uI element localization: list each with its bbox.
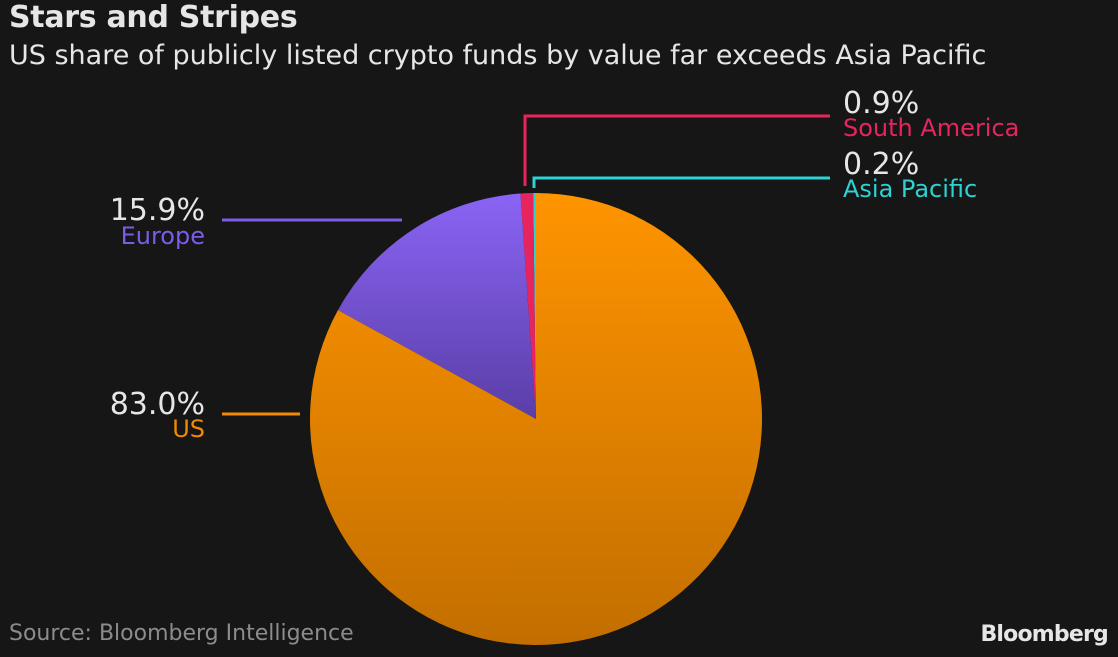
legend-label-south-america: South America	[843, 114, 1019, 142]
data-label-europe: 15.9%	[110, 193, 205, 228]
data-label-asia-pacific: 0.2%	[843, 147, 919, 182]
data-label-us: 83.0%	[110, 387, 205, 422]
legend-label-europe: Europe	[121, 222, 205, 250]
pie-slice-asia-pacific	[533, 193, 536, 419]
legend-label-us: US	[172, 415, 205, 443]
leader-line-south-america	[523, 114, 830, 186]
legend-label-asia-pacific: Asia Pacific	[843, 175, 977, 203]
chart-title: Stars and Stripes	[9, 0, 298, 35]
source-note: Source: Bloomberg Intelligence	[9, 621, 354, 646]
data-label-south-america: 0.9%	[843, 86, 919, 121]
pie-slice-south-america	[520, 193, 536, 419]
chart-subtitle: US share of publicly listed crypto funds…	[9, 40, 987, 71]
pie-slice-europe	[337, 193, 536, 419]
bloomberg-logo: Bloomberg	[980, 622, 1108, 647]
leader-line-asia-pacific	[532, 176, 830, 188]
pie-slice-us	[310, 193, 762, 645]
